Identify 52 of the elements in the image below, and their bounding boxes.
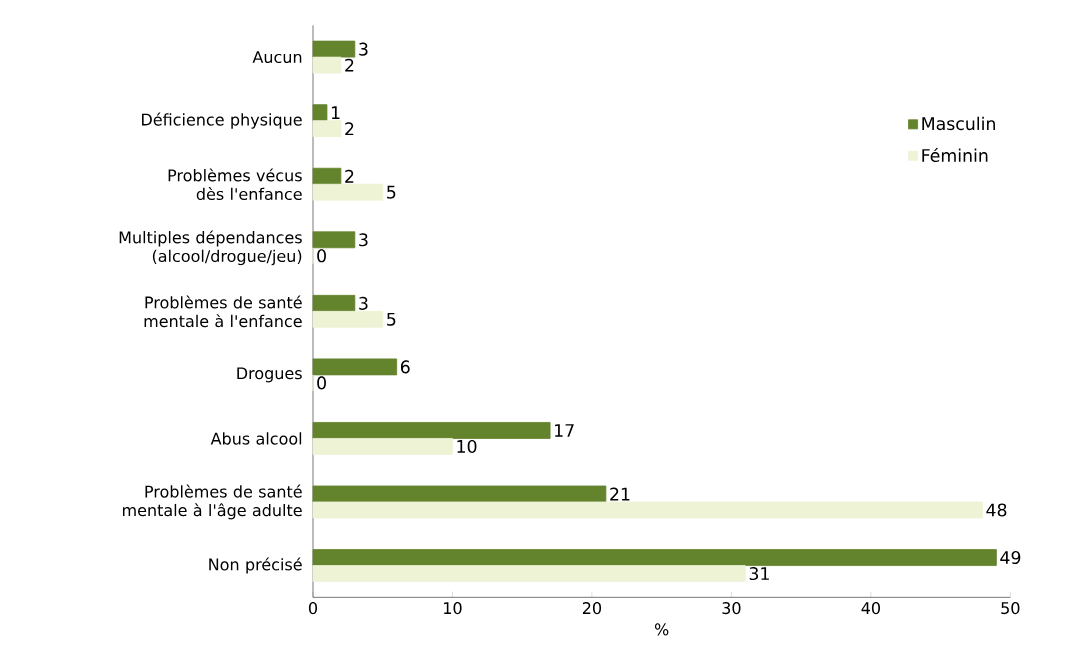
bar [312,501,983,519]
x-axis-title: % [654,623,669,636]
y-tick-label: Multiples dépendances (alcool/drogue/jeu) [119,230,302,266]
data-label: 49 [1000,550,1021,564]
bar [312,40,356,58]
x-tick-label: 40 [861,601,880,614]
x-tick-label: 30 [722,601,741,614]
bar [312,437,453,455]
y-tick-label: Aucun [252,51,302,63]
y-tick-label: Problèmes de santé mentale à l'âge adulte [122,484,302,520]
bar [312,120,342,137]
data-label: 48 [986,503,1007,517]
y-tick-label: Problèmes de santé mentale à l'enfance [144,295,302,328]
x-tick-label: 0 [308,601,318,614]
bar [312,56,342,74]
data-label: 21 [610,487,630,501]
x-tick-label: 20 [582,601,602,614]
bar [312,183,384,201]
data-label: 5 [387,185,396,199]
bar [312,548,997,566]
bar [312,310,384,328]
y-tick-label: Déficience physique [142,112,302,129]
data-label: 3 [359,42,368,56]
bar [312,358,398,376]
y-tick-label: Drogues [237,367,302,383]
data-label: 2 [345,58,354,72]
y-tick-label: Abus alcool [210,432,302,445]
bar [312,421,551,439]
data-label: 0 [317,376,326,390]
legend-label: Masculin [922,116,995,130]
bar [312,485,607,503]
data-label: 2 [345,122,354,135]
data-label: 10 [457,439,477,453]
x-tick-label: 10 [444,601,462,614]
x-tick-label: 50 [1001,601,1020,614]
data-label: 3 [359,296,368,310]
bar [312,565,746,582]
data-label: 5 [387,312,396,326]
data-label: 31 [749,566,769,580]
data-label: 0 [317,249,326,263]
data-label: 2 [345,169,354,183]
data-label: 17 [555,423,574,437]
bar [312,167,342,185]
y-tick-label: Non précisé [209,557,302,574]
data-label: 6 [400,360,410,374]
data-label: 1 [331,106,340,119]
bar [312,104,328,121]
bar [312,231,356,249]
y-tick-label: Problèmes vécus dès l'enfance [168,168,302,200]
data-label: 3 [359,233,368,247]
bar [312,294,356,312]
legend-label: Féminin [922,147,988,162]
